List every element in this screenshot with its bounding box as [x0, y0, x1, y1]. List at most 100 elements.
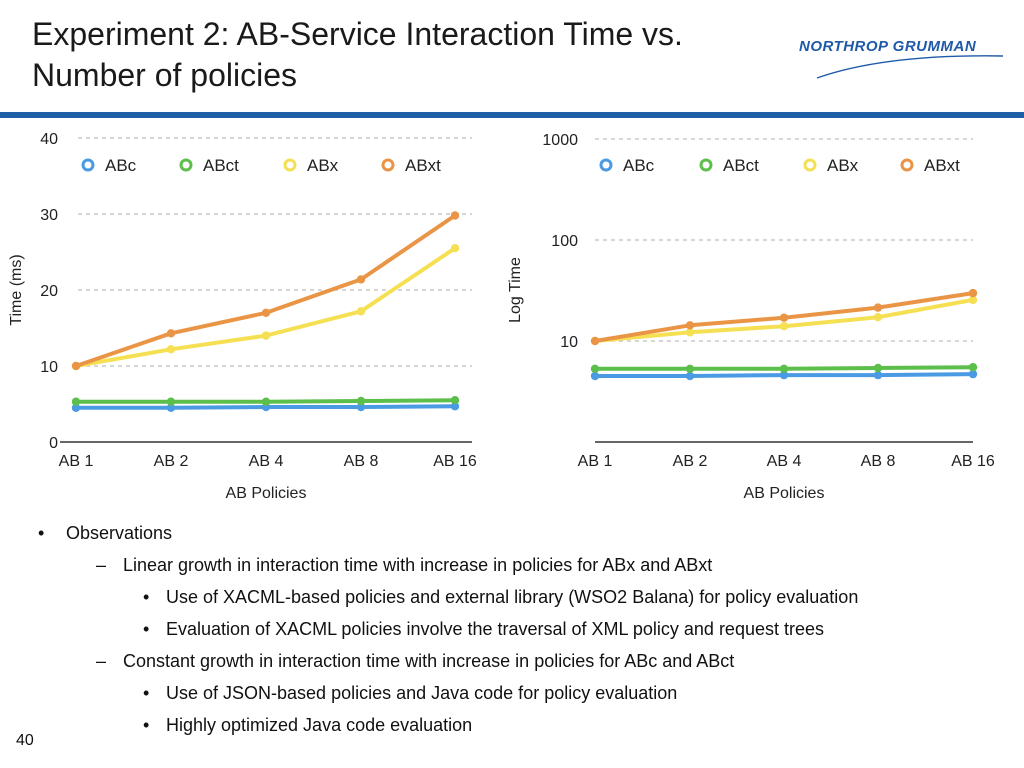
data-point: [779, 370, 789, 380]
series-line: [74, 213, 457, 368]
legend-marker: [599, 158, 613, 172]
data-point: [356, 402, 366, 412]
page-number: 40: [16, 732, 34, 749]
chart-time-log: 10 100 1000 AB 1 AB 2 AB 4 AB 8 AB 16 AB Policie…: [505, 122, 1020, 512]
data-point: [450, 211, 460, 220]
legend-marker: [179, 158, 193, 172]
y-tick-label: 100: [551, 233, 578, 250]
legend-marker: [803, 158, 817, 172]
legend-marker: [81, 158, 95, 172]
series-abct: [590, 363, 978, 373]
data-point: [71, 397, 81, 406]
x-tick-label: AB 4: [249, 453, 284, 470]
data-point: [261, 331, 271, 340]
title-line-1: Experiment 2: AB-Service Interaction Tim…: [32, 16, 683, 52]
y-axis-label: Log Time: [507, 257, 524, 323]
x-tick-label: AB 16: [951, 453, 995, 470]
data-point: [166, 329, 176, 338]
series-abx: [71, 244, 460, 371]
series-abc: [590, 369, 978, 381]
chart-time-log-svg: 10 100 1000 AB 1 AB 2 AB 4 AB 8 AB 16 AB Policie…: [507, 132, 995, 502]
data-point: [450, 396, 460, 405]
x-tick-label: AB 2: [673, 453, 708, 470]
data-point: [968, 369, 978, 379]
legend-label: ABx: [307, 156, 339, 175]
data-point: [685, 321, 695, 330]
data-point: [779, 364, 789, 373]
data-point: [166, 403, 176, 412]
x-axis-label: AB Policies: [744, 485, 825, 502]
chart-time-linear-svg: 0 10 20 30 40 AB 1 AB 2 AB 4 AB 8 AB 16 AB Policie…: [8, 131, 477, 502]
data-point: [968, 295, 978, 305]
data-point: [590, 364, 600, 373]
logo-swoosh-icon: [816, 55, 1004, 79]
data-point: [873, 313, 883, 322]
data-point: [71, 361, 81, 371]
data-point: [685, 364, 695, 373]
legend-label: ABxt: [405, 156, 441, 175]
data-point: [873, 363, 883, 373]
bullet-marker: •: [143, 683, 150, 703]
data-point: [261, 397, 271, 406]
data-point: [590, 371, 600, 381]
legend-marker: [900, 158, 914, 172]
data-point: [873, 303, 883, 312]
observation-item-2-sub-1: Use of JSON-based policies and Java code…: [166, 683, 678, 703]
data-point: [166, 397, 176, 406]
bullet-marker: •: [143, 619, 150, 639]
y-tick-label: 1000: [542, 132, 578, 149]
y-tick-label: 0: [49, 435, 58, 452]
data-point: [356, 307, 366, 316]
legend-marker: [283, 158, 297, 172]
data-point: [779, 322, 789, 331]
series-abct: [71, 396, 460, 406]
data-point: [71, 403, 81, 412]
observation-item-2-sub-2: Highly optimized Java code evaluation: [166, 715, 473, 735]
data-point: [356, 396, 366, 406]
bullet-marker: •: [143, 587, 150, 607]
data-point: [968, 288, 978, 298]
x-axis-label: AB Policies: [226, 485, 307, 502]
x-tick-label: AB 4: [767, 453, 802, 470]
observation-item-1-sub-1: Use of XACML-based policies and external…: [166, 587, 859, 607]
logo-text: NORTHROP GRUMMAN: [799, 38, 977, 55]
data-point: [968, 363, 978, 372]
x-tick-label: AB 16: [433, 453, 477, 470]
legend-label: ABc: [623, 156, 655, 175]
dash-marker: –: [96, 651, 107, 671]
title-divider: [0, 112, 1024, 118]
legend-label: ABxt: [924, 156, 960, 175]
y-tick-label: 10: [560, 334, 578, 351]
x-tick-label: AB 8: [861, 453, 896, 470]
data-point: [450, 244, 460, 253]
observations-heading: Observations: [66, 523, 173, 543]
y-tick-label: 20: [40, 283, 58, 300]
y-tick-label: 10: [40, 359, 58, 376]
data-point: [166, 345, 176, 354]
x-tick-label: AB 2: [154, 453, 189, 470]
legend-marker: [381, 158, 395, 172]
series-abxt: [590, 288, 978, 346]
title-line-2: Number of policies: [32, 57, 297, 93]
bullet-marker: •: [143, 715, 150, 735]
series-abxt: [71, 211, 460, 371]
bullet-marker: •: [38, 523, 45, 543]
series-abc: [71, 402, 460, 412]
data-point: [450, 402, 460, 411]
x-tick-label: AB 1: [59, 453, 94, 470]
legend-label: ABct: [203, 156, 239, 175]
legend-label: ABc: [105, 156, 137, 175]
data-point: [685, 371, 695, 381]
data-point: [261, 308, 271, 317]
x-tick-label: AB 1: [578, 453, 613, 470]
data-point: [356, 275, 366, 284]
data-point: [873, 370, 883, 380]
x-tick-label: AB 8: [344, 453, 379, 470]
slide-title: Experiment 2: AB-Service Interaction Tim…: [32, 14, 792, 96]
chart-time-linear: 0 10 20 30 40 AB 1 AB 2 AB 4 AB 8 AB 16 AB Policie…: [0, 122, 500, 512]
y-axis-label: Time (ms): [8, 254, 25, 325]
data-point: [685, 328, 695, 337]
y-tick-label: 30: [40, 207, 58, 224]
legend-label: ABct: [723, 156, 759, 175]
northrop-grumman-logo: NORTHROP GRUMMAN: [795, 28, 1005, 88]
